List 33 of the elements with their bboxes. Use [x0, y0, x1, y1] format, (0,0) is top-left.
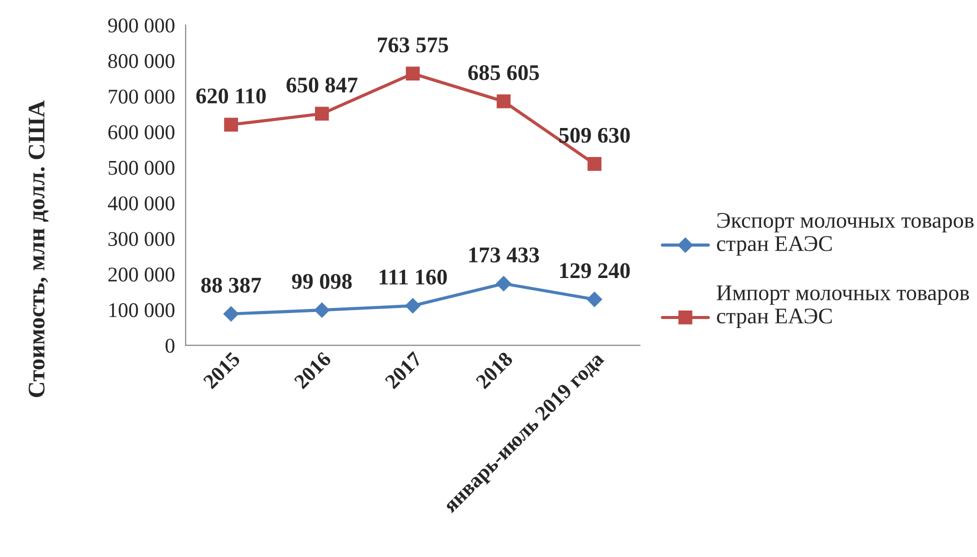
data-label: 111 160 — [380, 270, 447, 285]
y-tick-label: 900 000 — [108, 18, 174, 32]
point — [314, 106, 329, 121]
y-tick-label: 300 000 — [108, 232, 174, 246]
y-tick-label: 600 000 — [108, 125, 174, 140]
y-tick-label: 800 000 — [108, 54, 174, 68]
data-label: 509 630 — [559, 128, 630, 143]
point — [314, 302, 330, 318]
data-label: 620 110 — [196, 88, 266, 104]
y-axis-title: Стоимость, млн долл. США — [28, 100, 48, 398]
point — [586, 292, 602, 307]
point — [496, 276, 512, 292]
point — [406, 66, 420, 81]
data-label: 763 575 — [378, 38, 448, 52]
point — [588, 157, 602, 171]
data-label: 173 433 — [469, 248, 539, 262]
y-tick-label: 0 — [166, 338, 174, 353]
point — [223, 306, 239, 322]
point — [224, 118, 238, 132]
data-label: 685 605 — [468, 65, 539, 80]
point — [405, 298, 420, 314]
data-label: 88 387 — [201, 278, 262, 293]
y-tick-label: 400 000 — [108, 196, 174, 210]
y-tick-label: 700 000 — [108, 90, 174, 104]
data-label: 99 098 — [292, 274, 352, 289]
data-label: 650 847 — [286, 78, 358, 93]
legend-label: Экспорт молочных товаров стран ЕАЭС — [716, 212, 974, 256]
y-tick-label: 200 000 — [108, 268, 174, 282]
point — [496, 94, 511, 108]
legend-label: Импорт молочных товаров стран ЕАЭС — [716, 286, 969, 328]
data-label: 129 240 — [560, 263, 630, 278]
y-tick-label: 100 000 — [109, 303, 174, 318]
y-tick-label: 500 000 — [108, 160, 174, 175]
